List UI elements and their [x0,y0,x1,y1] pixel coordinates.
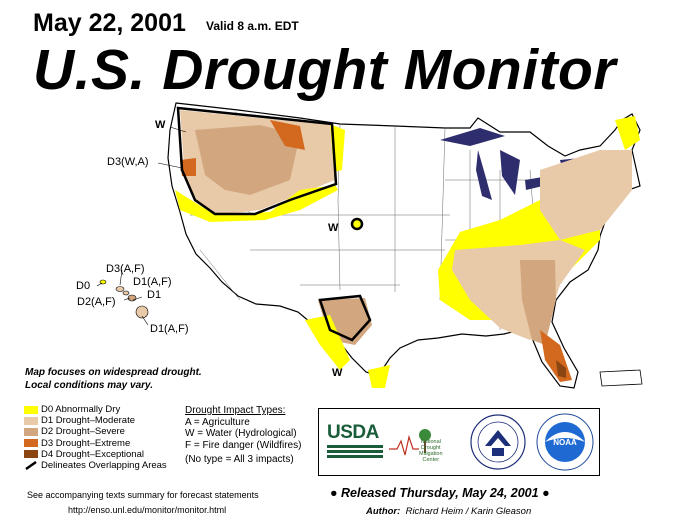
agency-logos: USDA National Drought Mitigation Center … [318,408,600,476]
issue-date: May 22, 2001 [33,9,186,37]
map-label-d3-wa: D3(W,A) [107,156,149,168]
focus-note-line1: Map focuses on widespread drought. [25,367,202,378]
ndmc-logo: National Drought Mitigation Center [419,439,443,463]
focus-note: Map focuses on widespread drought. Local… [25,366,202,392]
impact-w: W = Water (Hydrological) [185,428,297,439]
legend-swatch-d0 [24,405,38,414]
legend: D0 Abnormally Dry D1 Drought–Moderate D2… [24,404,167,471]
d0-texas-south [368,365,390,388]
legend-label-d2: D2 Drought–Severe [41,426,125,438]
impact-types: Drought Impact Types: A = Agriculture W … [185,405,301,466]
d2-southeast [520,260,556,345]
legend-label-overlap: Delineates Overlapping Areas [41,460,167,472]
author-line: Author: Richard Heim / Karin Gleason [366,506,531,517]
legend-swatch-d4 [24,450,38,459]
map-label-w-northwest: W [155,119,166,131]
monitor-url[interactable]: http://enso.unl.edu/monitor/monitor.html [68,505,227,515]
legend-label-d3: D3 Drought–Extreme [41,437,131,449]
page-title: U.S. Drought Monitor [33,38,617,102]
map-label-d1: D1 [147,289,162,301]
release-date: ● Released Thursday, May 24, 2001 ● [330,486,550,500]
d0-maine [615,116,640,150]
author-label: Author: [366,506,401,517]
impact-a: A = Agriculture [185,416,250,428]
author-names: Richard Heim / Karin Gleason [405,506,532,517]
usda-logo: USDA [327,423,383,458]
noaa-logo-text: NOAA [553,438,577,447]
legend-item-d1: D1 Drought–Moderate [24,415,167,426]
d1-northeast [540,150,632,240]
impact-f: F = Fire danger (Wildfires) [185,439,302,451]
legend-swatch-d2 [24,427,38,436]
map-label-w-texas: W [332,367,343,379]
legend-label-d0: D0 Abnormally Dry [41,404,121,416]
map-label-d1-af-lower: D1(A,F) [150,323,189,335]
d0-plains-spot [352,220,362,228]
overlap-boundaries [176,106,372,342]
impact-none: (No type = All 3 impacts) [185,454,294,465]
ndmc-logo-graphic [389,429,431,456]
doc-seal-icon [470,414,526,470]
d3-nw-a [270,120,305,150]
noaa-logo: NOAA [536,413,594,471]
legend-item-d3: D3 Drought–Extreme [24,438,167,449]
map-label-d1-af-upper: D1(A,F) [133,276,172,288]
puerto-rico [599,369,643,387]
legend-label-d1: D1 Drought–Moderate [41,415,135,427]
texts-note: See accompanying texts summary for forec… [27,490,259,500]
legend-swatch-d1 [24,416,38,425]
legend-swatch-d3 [24,439,38,448]
hawaii-islands [99,279,149,319]
impact-heading: Drought Impact Types: [185,405,286,416]
d0-texas [305,315,350,370]
legend-item-d0: D0 Abnormally Dry [24,404,167,415]
legend-label-d4: D4 Drought–Exceptional [41,448,144,460]
release-date-text: Released Thursday, May 24, 2001 [341,486,539,500]
map-label-d0: D0 [76,280,91,292]
d0-nw-south [175,185,338,222]
legend-item-overlap: Delineates Overlapping Areas [24,460,167,471]
d4-florida [556,360,566,378]
map-label-d2-af: D2(A,F) [77,296,116,308]
drought-areas [175,110,640,388]
d2-northwest [195,125,300,195]
valid-time: Valid 8 a.m. EDT [206,19,299,33]
map-label-d3-af: D3(A,F) [106,263,145,275]
map-label-w-plains: W [328,222,339,234]
focus-note-line2: Local conditions may vary. [25,380,154,391]
legend-item-d4: D4 Drought–Exceptional [24,449,167,460]
usda-logo-text: USDA [327,422,379,443]
overlap-line-icon [25,461,37,471]
legend-item-d2: D2 Drought–Severe [24,426,167,437]
